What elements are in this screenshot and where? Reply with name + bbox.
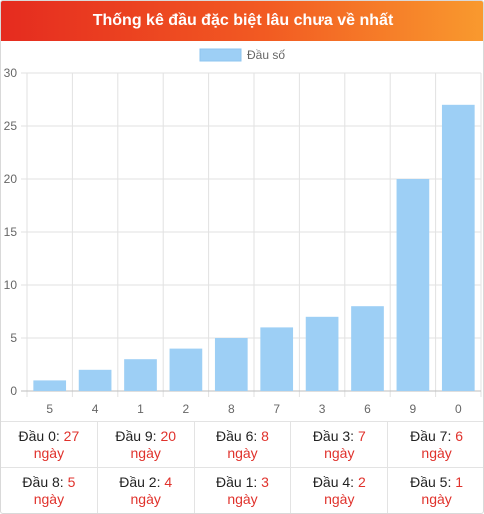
stat-cell: Đầu 3: 7 ngày [291, 422, 389, 468]
bar [351, 306, 384, 391]
bar [396, 179, 430, 391]
y-tick-label: 20 [4, 172, 18, 186]
legend-label: Đầu số [247, 48, 285, 62]
stat-cell: Đầu 7: 6 ngày [388, 422, 483, 468]
card-title: Thống kê đầu đặc biệt lâu chưa về nhất [92, 12, 394, 29]
bar [124, 359, 157, 391]
stat-value: 2 [357, 474, 366, 490]
x-tick-label: 4 [92, 402, 99, 416]
card-header: Thống kê đầu đặc biệt lâu chưa về nhất [1, 1, 483, 41]
bar [169, 348, 203, 391]
stat-label: Đầu 3: [312, 428, 355, 444]
x-tick-label: 6 [364, 402, 371, 416]
x-tick-label: 3 [319, 402, 326, 416]
y-tick-label: 0 [10, 384, 17, 398]
legend-swatch [199, 48, 242, 62]
y-tick-label: 15 [4, 225, 18, 239]
stat-unit: ngày [130, 491, 161, 507]
chart-bars [33, 104, 475, 392]
stat-cell: Đầu 8: 5 ngày [1, 468, 98, 513]
stats-row: Đầu 0: 27 ngày Đầu 9: 20 ngày Đầu 6: 8 n… [1, 421, 483, 468]
stat-label: Đầu 4: [312, 474, 355, 490]
stat-cell: Đầu 5: 1 ngày [388, 468, 483, 513]
bar [305, 316, 339, 391]
stat-value: 5 [67, 474, 76, 490]
x-tick-label: 8 [228, 402, 235, 416]
y-tick-label: 10 [4, 278, 18, 292]
stats-row: Đầu 8: 5 ngày Đầu 2: 4 ngày Đầu 1: 3 ngà… [1, 467, 483, 513]
stat-cell: Đầu 9: 20 ngày [98, 422, 195, 468]
stat-value: 8 [261, 428, 269, 444]
stat-label: Đầu 9: [115, 428, 157, 444]
stat-label: Đầu 5: [410, 474, 452, 490]
bar [33, 380, 67, 391]
chart-legend[interactable]: Đầu số [199, 48, 285, 62]
stat-unit: ngày [130, 445, 161, 461]
x-tick-label: 0 [455, 402, 462, 416]
stat-label: Đầu 7: [410, 428, 452, 444]
stat-unit: ngày [33, 445, 65, 461]
stat-unit: ngày [324, 445, 355, 461]
x-tick-label: 2 [183, 402, 190, 416]
stat-unit: ngày [33, 491, 65, 507]
stat-cell: Đầu 0: 27 ngày [1, 422, 98, 468]
stat-unit: ngày [421, 445, 452, 461]
chart-grid [21, 72, 482, 397]
stat-unit: ngày [421, 491, 452, 507]
stats-table: Đầu 0: 27 ngày Đầu 9: 20 ngày Đầu 6: 8 n… [1, 421, 483, 513]
stat-unit: ngày [227, 445, 258, 461]
stat-value: 1 [455, 474, 464, 490]
stat-label: Đầu 0: [18, 428, 60, 444]
stat-value: 3 [261, 474, 269, 490]
x-tick-label: 7 [273, 402, 280, 416]
bar [260, 327, 294, 391]
bar [78, 369, 112, 391]
y-axis: 0 5 10 15 20 25 30 [4, 66, 18, 398]
stat-label: Đầu 8: [22, 474, 64, 490]
stat-unit: ngày [227, 491, 258, 507]
x-tick-label: 1 [137, 402, 144, 416]
stat-label: Đầu 2: [119, 474, 161, 490]
stat-value: 4 [164, 474, 173, 490]
stat-label: Đầu 6: [216, 428, 258, 444]
stat-cell: Đầu 6: 8 ngày [195, 422, 292, 468]
bar-chart: Đầu số 0 5 10 15 20 25 30 5 4 1 2 8 7 3 6 9 0 [4, 48, 482, 416]
stat-value: 20 [160, 428, 177, 444]
x-tick-label: 9 [410, 402, 417, 416]
x-tick-label: 5 [46, 402, 53, 416]
stat-value: 27 [63, 428, 80, 444]
bar [214, 338, 248, 391]
stat-label: Đầu 1: [216, 474, 258, 490]
stat-cell: Đầu 4: 2 ngày [291, 468, 389, 513]
stat-unit: ngày [324, 491, 355, 507]
stat-cell: Đầu 1: 3 ngày [195, 468, 292, 513]
bar [441, 104, 475, 392]
y-tick-label: 30 [4, 66, 18, 80]
y-tick-label: 25 [4, 119, 18, 133]
x-axis: 5 4 1 2 8 7 3 6 9 0 [46, 402, 462, 416]
y-tick-label: 5 [10, 331, 17, 345]
stat-cell: Đầu 2: 4 ngày [98, 468, 195, 513]
stat-value: 6 [455, 428, 464, 444]
stat-value: 7 [357, 428, 366, 444]
